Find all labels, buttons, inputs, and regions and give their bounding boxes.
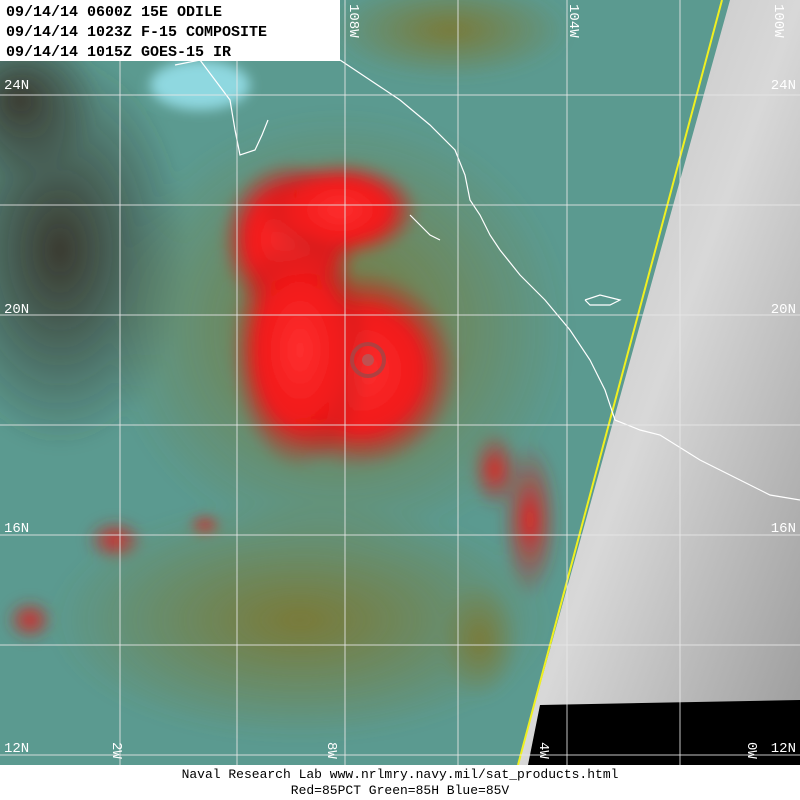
island [584, 294, 622, 306]
latitude-label: 16N [4, 521, 29, 537]
longitude-label: 0W [743, 742, 759, 759]
labels: 24N 20N 16N 12N 24N 20N 16N 12N 108W 104W 100W 2W 8W… [4, 4, 796, 759]
eye-ring [350, 342, 386, 378]
ir-region [518, 0, 800, 765]
longitude-label: 108W [345, 4, 361, 38]
islands [409, 214, 441, 241]
latitude-label: 12N [771, 741, 796, 757]
latitude-label: 24N [4, 78, 29, 94]
graticule [0, 0, 800, 765]
longitude-label: 104W [565, 4, 581, 38]
header-line: 09/14/14 1023Z F-15 COMPOSITE [6, 24, 267, 41]
header-line: 09/14/14 0600Z 15E ODILE [6, 4, 222, 21]
longitude-label: 4W [535, 742, 551, 759]
footer-box [0, 765, 800, 800]
eye [362, 354, 374, 366]
header-line: 09/14/14 1015Z GOES-15 IR [6, 44, 231, 61]
latitude-label: 16N [771, 521, 796, 537]
latitude-label: 20N [771, 302, 796, 318]
latitude-label: 12N [4, 741, 29, 757]
longitude-label: 100W [770, 4, 786, 38]
latitude-label: 20N [4, 302, 29, 318]
longitude-label: 2W [108, 742, 124, 759]
footer-line: Naval Research Lab www.nrlmry.navy.mil/s… [182, 767, 619, 782]
baja-coast [174, 59, 269, 156]
footer-line: Red=85PCT Green=85H Blue=85V [291, 783, 510, 798]
longitude-label: 8W [323, 742, 339, 759]
latitude-label: 24N [771, 78, 796, 94]
no-data-region [528, 700, 800, 765]
header-box [0, 0, 340, 61]
swath-edge [517, 0, 723, 766]
